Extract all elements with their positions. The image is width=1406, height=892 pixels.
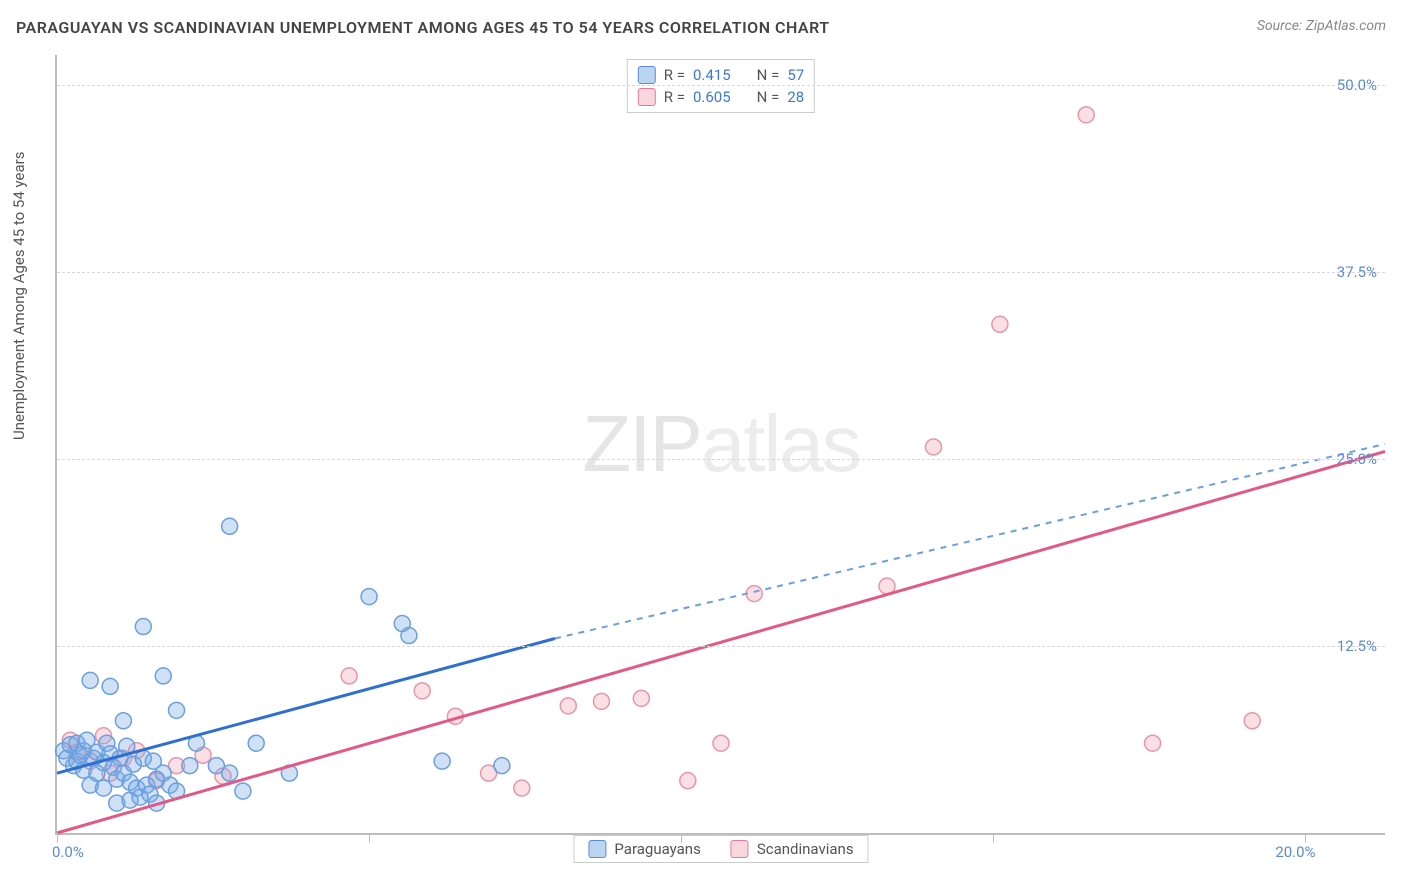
- data-point: [414, 683, 430, 699]
- data-point: [746, 586, 762, 602]
- source-attribution: Source: ZipAtlas.com: [1257, 18, 1386, 34]
- data-point: [248, 735, 264, 751]
- data-point: [361, 589, 377, 605]
- plot-svg: [57, 55, 1385, 833]
- chart-title: PARAGUAYAN VS SCANDINAVIAN UNEMPLOYMENT …: [16, 18, 830, 37]
- data-point: [135, 619, 151, 635]
- x-tick: [1305, 833, 1306, 843]
- data-point: [434, 753, 450, 769]
- trend-line-a-dash: [555, 444, 1385, 639]
- legend-item-b: Scandinavians: [731, 840, 854, 858]
- gridline: [57, 459, 1385, 460]
- data-point: [494, 758, 510, 774]
- data-point: [514, 780, 530, 796]
- x-tick: [57, 833, 58, 843]
- y-tick-label: 12.5%: [1337, 637, 1377, 655]
- data-point: [222, 765, 238, 781]
- gridline: [57, 646, 1385, 647]
- swatch-pink-icon: [731, 840, 749, 858]
- data-point: [633, 690, 649, 706]
- gridline: [57, 85, 1385, 86]
- data-point: [1078, 107, 1094, 123]
- data-point: [713, 735, 729, 751]
- y-tick-label: 25.0%: [1337, 450, 1377, 468]
- gridline: [57, 272, 1385, 273]
- data-point: [560, 698, 576, 714]
- y-tick-label: 37.5%: [1337, 263, 1377, 281]
- data-point: [1145, 735, 1161, 751]
- legend-label-b: Scandinavians: [757, 840, 854, 858]
- data-point: [222, 518, 238, 534]
- x-tick: [681, 833, 682, 843]
- plot-area: ZIPatlas R = 0.415 N = 57 R = 0.605 N = …: [55, 55, 1385, 835]
- data-point: [82, 672, 98, 688]
- swatch-blue-icon: [588, 840, 606, 858]
- data-point: [680, 773, 696, 789]
- series-legend: Paraguayans Scandinavians: [573, 835, 868, 863]
- data-point: [235, 783, 251, 799]
- data-point: [992, 316, 1008, 332]
- data-point: [593, 693, 609, 709]
- data-point: [1244, 713, 1260, 729]
- x-tick-label: 20.0%: [1275, 843, 1315, 861]
- legend-label-a: Paraguayans: [614, 840, 700, 858]
- x-tick: [369, 833, 370, 843]
- data-point: [155, 668, 171, 684]
- data-point: [341, 668, 357, 684]
- x-tick-label: 0.0%: [52, 843, 84, 861]
- data-point: [102, 678, 118, 694]
- data-point: [182, 758, 198, 774]
- data-point: [925, 439, 941, 455]
- legend-item-a: Paraguayans: [588, 840, 700, 858]
- data-point: [115, 713, 131, 729]
- data-point: [401, 628, 417, 644]
- x-tick: [993, 833, 994, 843]
- data-point: [169, 702, 185, 718]
- trend-line-b: [57, 451, 1385, 833]
- trend-line-a: [57, 639, 555, 774]
- y-tick-label: 50.0%: [1337, 76, 1377, 94]
- y-axis-label: Unemployment Among Ages 45 to 54 years: [10, 152, 28, 440]
